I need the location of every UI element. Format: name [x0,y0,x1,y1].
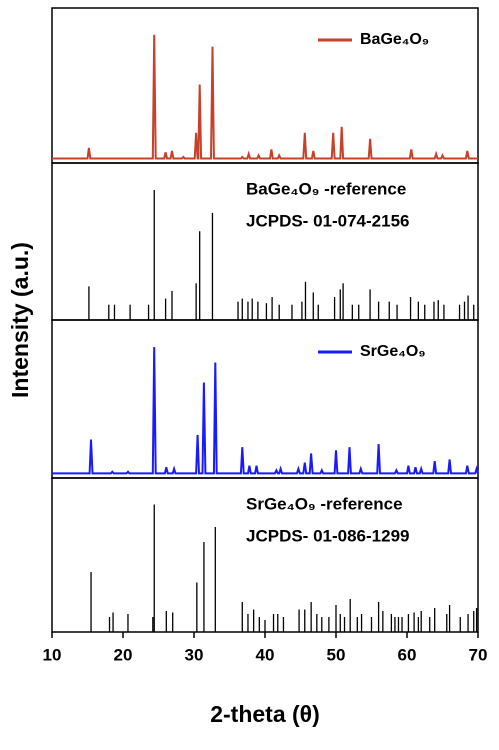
legend-label: BaGe₄O₉ [360,31,429,48]
x-tick-label: 60 [398,645,417,664]
x-tick-label: 30 [185,645,204,664]
legend-label: SrGe₄O₉ [360,343,426,360]
panel-title: SrGe₄O₉ -reference [246,494,403,513]
x-tick-label: 50 [327,645,346,664]
pattern-line [52,34,478,160]
x-tick-label: 20 [114,645,133,664]
panel-subtitle: JCPDS- 01-086-1299 [246,526,409,545]
x-tick-label: 40 [256,645,275,664]
x-tick-label: 70 [469,645,488,664]
y-axis-label: Intensity (a.u.) [7,242,33,398]
pattern-line [52,347,479,475]
panel-title: BaGe₄O₉ -reference [246,179,406,198]
x-tick-label: 10 [43,645,62,664]
x-axis-label: 2-theta (θ) [210,701,320,727]
panel-subtitle: JCPDS- 01-074-2156 [246,211,409,230]
